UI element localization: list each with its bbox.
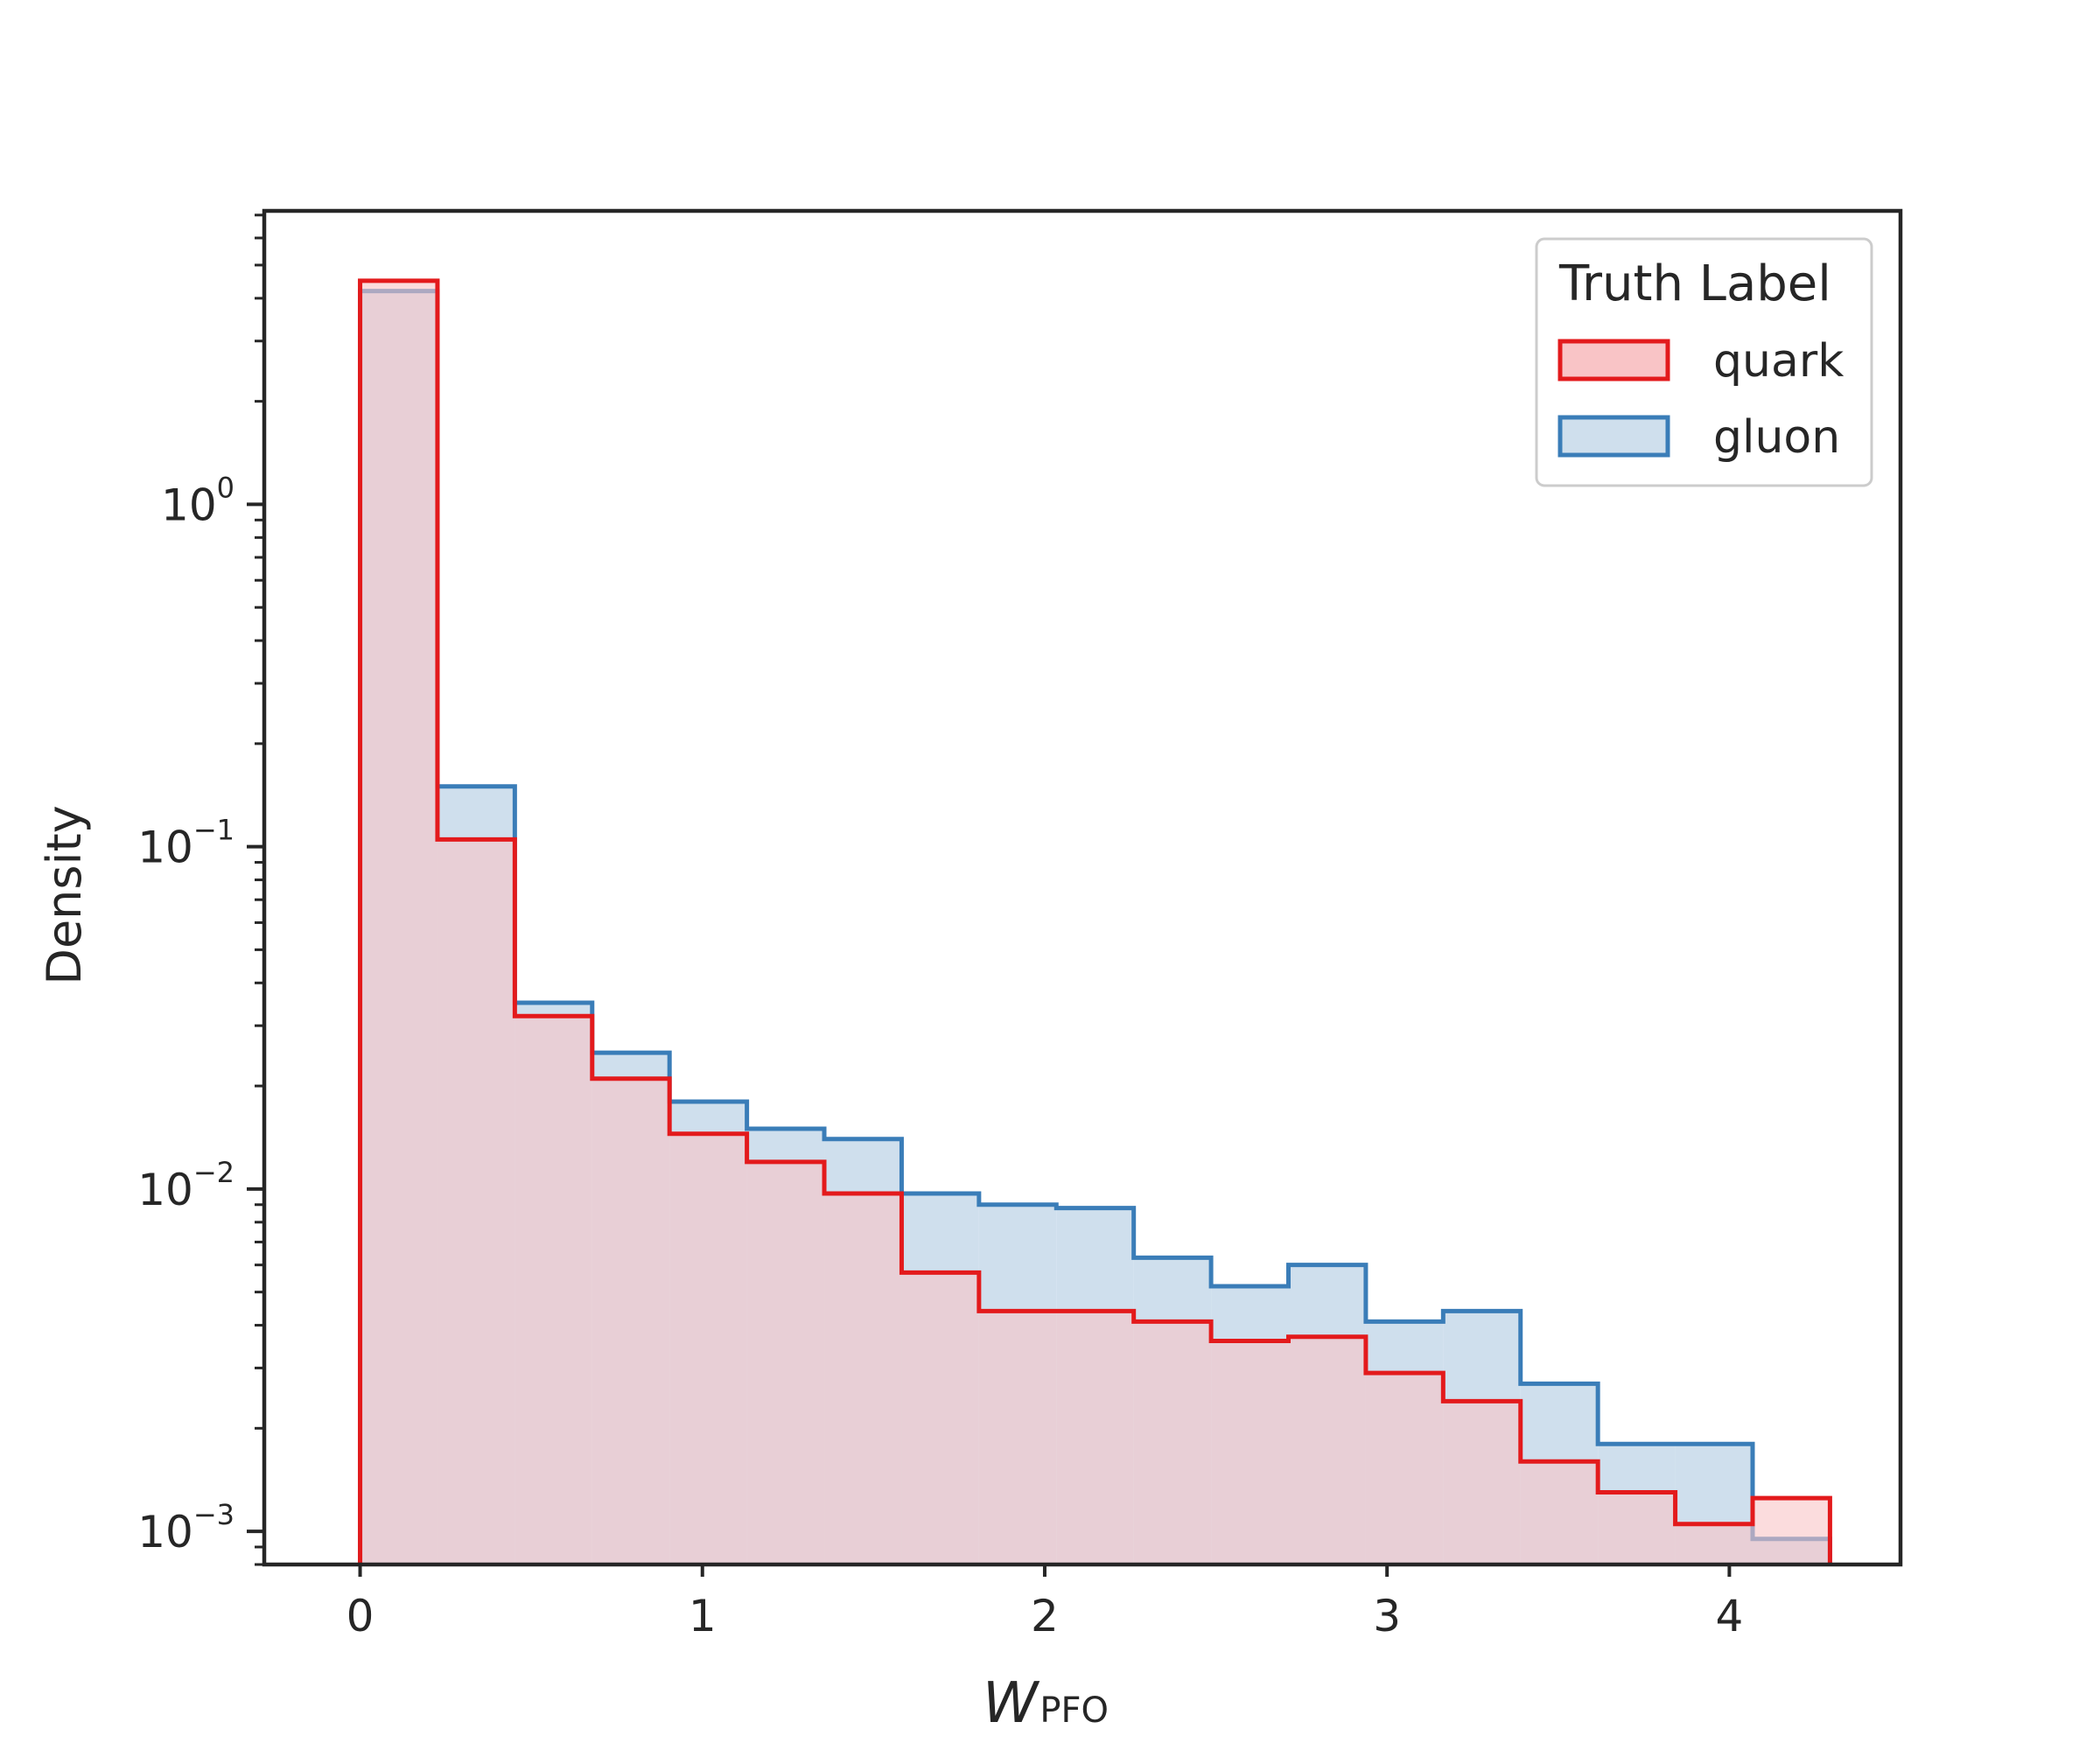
- quark-bar: [978, 1311, 1057, 1564]
- x-axis-title: WPFO: [983, 1671, 1109, 1736]
- legend-label-quark: quark: [1713, 335, 1844, 388]
- quark-bar: [592, 1078, 670, 1564]
- quark-bar: [1752, 1498, 1830, 1564]
- x-tick-label: 2: [1031, 1591, 1059, 1642]
- quark-bar: [437, 839, 515, 1564]
- legend: Truth Label quark gluon: [1535, 237, 1873, 487]
- quark-bar: [1288, 1336, 1366, 1564]
- quark-step-outline: [358, 278, 1832, 1564]
- legend-swatch-gluon: [1558, 415, 1670, 458]
- plot-frame: [262, 208, 1903, 1567]
- quark-bar: [1365, 1373, 1444, 1564]
- quark-bar: [360, 280, 438, 1564]
- quark-bar: [824, 1194, 902, 1564]
- y-axis-title: Density: [37, 805, 92, 984]
- quark-bar: [1443, 1401, 1521, 1564]
- y-tick-label: 10−2: [137, 1156, 234, 1215]
- axis-ticks: 0 1 2 3 4 100 10−1 10−2 10−3: [137, 214, 1743, 1642]
- quark-bar: [746, 1161, 825, 1564]
- quark-bar: [1211, 1340, 1289, 1564]
- y-tick-label: 10−1: [137, 814, 234, 873]
- legend-title: Truth Label: [1558, 256, 1831, 312]
- quark-bar: [1133, 1321, 1212, 1564]
- quark-bar: [1520, 1461, 1599, 1564]
- quark-bar: [1056, 1311, 1134, 1564]
- quark-bar: [669, 1133, 747, 1564]
- legend-swatch-quark: [1558, 339, 1670, 382]
- quark-bar: [1598, 1492, 1676, 1564]
- y-tick-label: 10−3: [137, 1498, 234, 1558]
- x-tick-label: 0: [346, 1591, 374, 1642]
- histogram-bars: [358, 278, 1832, 1564]
- y-tick-label: 100: [161, 471, 234, 530]
- legend-label-gluon: gluon: [1713, 411, 1840, 464]
- quark-bar: [514, 1016, 592, 1564]
- x-tick-label: 3: [1373, 1591, 1401, 1642]
- quark-bar: [1675, 1523, 1753, 1564]
- x-tick-label: 4: [1715, 1591, 1743, 1642]
- x-tick-label: 1: [689, 1591, 717, 1642]
- quark-series: [358, 278, 1832, 1564]
- quark-bar: [901, 1272, 979, 1564]
